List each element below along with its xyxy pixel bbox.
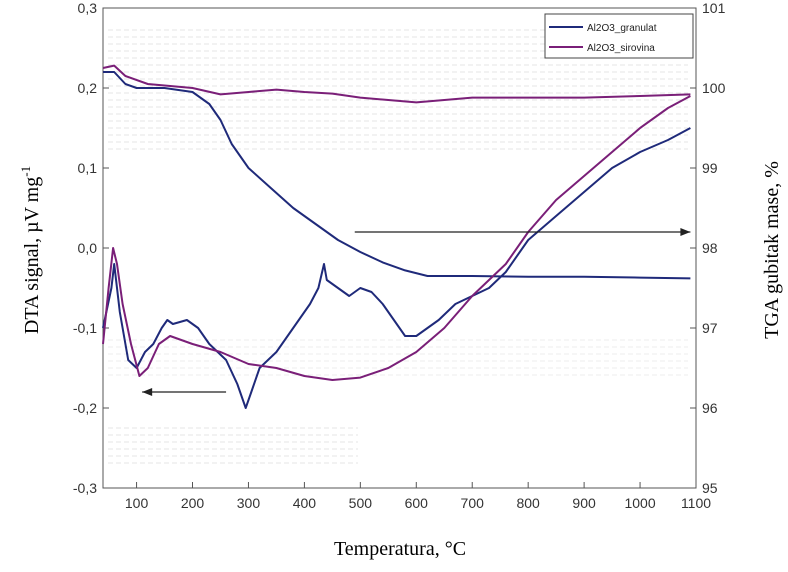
- x-tick-label: 1100: [681, 495, 711, 511]
- y-left-tick-label: -0,2: [73, 400, 97, 416]
- legend: Al2O3_granulat Al2O3_sirovina: [544, 13, 694, 59]
- x-tick-label: 100: [125, 495, 149, 511]
- x-axis: 100 200 300 400 500 600 700 800 900 1000 1100: [125, 482, 711, 511]
- y-axis-right: 95 96 97 98 99 100 101: [690, 0, 726, 496]
- x-tick-label: 700: [461, 495, 485, 511]
- series-layer: [102, 64, 691, 409]
- plot-frame: [102, 7, 697, 489]
- x-tick-label: 1000: [624, 495, 655, 511]
- series-tga-al2o3-sirovina: [102, 64, 691, 104]
- x-tick-label: 500: [349, 495, 373, 511]
- y-right-tick-label: 101: [702, 0, 726, 16]
- legend-box: [544, 13, 694, 59]
- arrow-left-head: [142, 388, 153, 396]
- y-right-label: TGA gubitak mase, %: [761, 161, 783, 339]
- y-axis-left-title: DTA signal, µV mg-1: [18, 166, 43, 334]
- legend-label-granulat: Al2O3_granulat: [587, 23, 657, 34]
- y-left-tick-label: -0,1: [73, 320, 97, 336]
- series-dta-al2o3-sirovina: [102, 95, 691, 381]
- x-tick-label: 900: [572, 495, 596, 511]
- legend-label-sirovina: Al2O3_sirovina: [587, 43, 655, 54]
- arrow-layer: [142, 228, 691, 396]
- y-left-tick-label: 0,2: [78, 80, 98, 96]
- y-left-label: DTA signal, µV mg: [21, 177, 43, 334]
- x-tick-label: 200: [181, 495, 205, 511]
- y-left-tick-label: 0,1: [78, 160, 98, 176]
- y-right-tick-label: 100: [702, 80, 726, 96]
- y-left-tick-label: 0,3: [78, 0, 98, 16]
- x-axis-title: Temperatura, °C: [334, 538, 466, 560]
- svg-text:DTA signal, µV mg-1: DTA signal, µV mg-1: [18, 166, 43, 334]
- y-right-tick-label: 96: [702, 400, 718, 416]
- y-right-tick-label: 99: [702, 160, 718, 176]
- y-left-tick-label: -0,3: [73, 480, 97, 496]
- y-axis-left: -0,3 -0,2 -0,1 0,0 0,1 0,2 0,3: [73, 0, 109, 496]
- x-tick-label: 800: [516, 495, 540, 511]
- arrow-right-head: [680, 228, 691, 236]
- y-right-tick-label: 97: [702, 320, 718, 336]
- x-tick-label: 300: [237, 495, 261, 511]
- series-dta-al2o3-granulat: [102, 127, 691, 409]
- x-tick-label: 600: [405, 495, 429, 511]
- y-right-tick-label: 95: [702, 480, 718, 496]
- x-tick-label: 400: [293, 495, 317, 511]
- y-left-tick-label: 0,0: [78, 240, 98, 256]
- y-axis-right-title: TGA gubitak mase, %: [761, 161, 783, 339]
- series-tga-al2o3-granulat: [103, 71, 691, 280]
- y-right-tick-label: 98: [702, 240, 718, 256]
- y-left-label-superscript: -1: [18, 166, 33, 177]
